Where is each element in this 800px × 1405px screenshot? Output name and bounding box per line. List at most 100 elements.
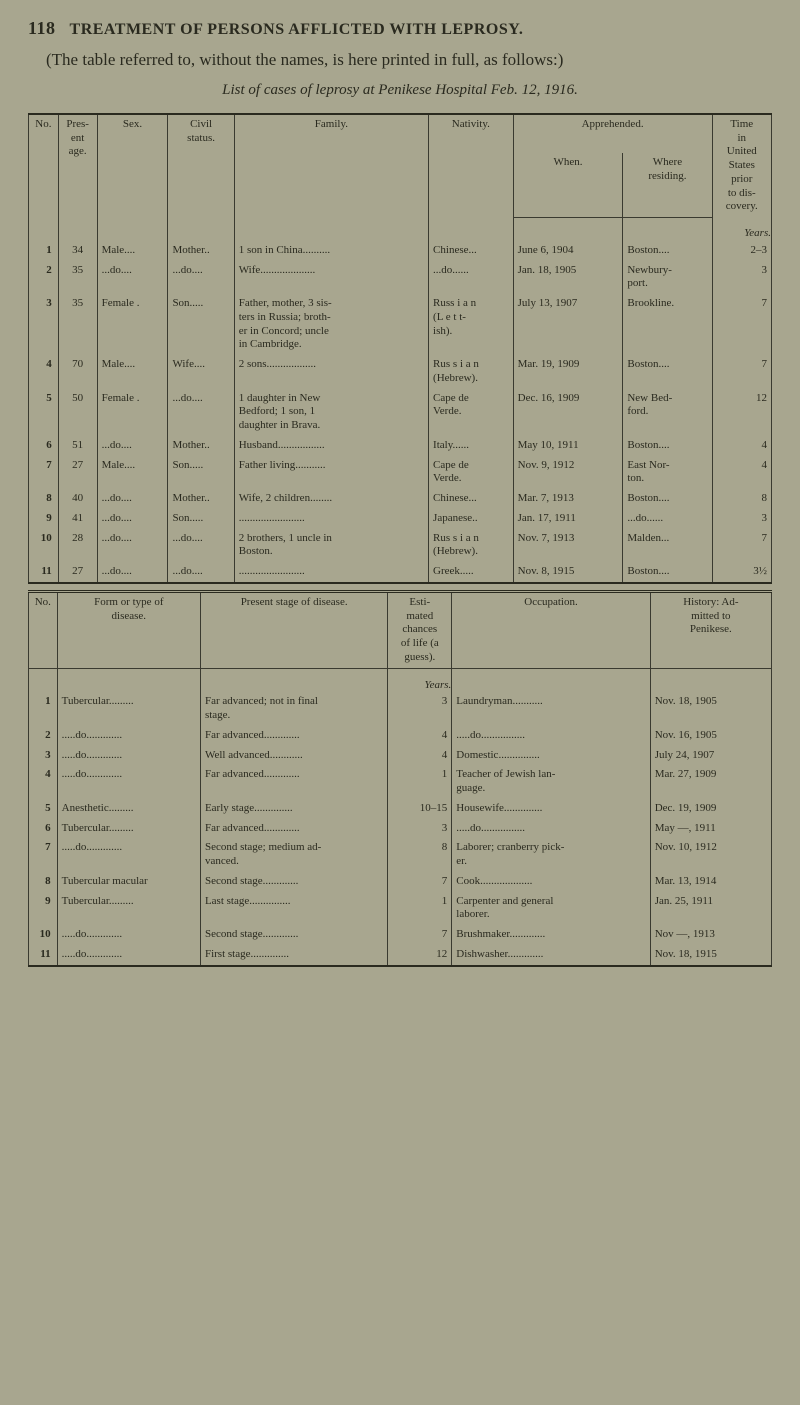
cell-civil: ...do....: [168, 261, 234, 295]
cell-age: 35: [58, 294, 97, 355]
cell-where: Boston....: [623, 355, 712, 389]
cell-time: 3½: [712, 562, 771, 583]
table-row: 335Female .Son.....Father, mother, 3 sis…: [29, 294, 772, 355]
cell-when: Nov. 9, 1912: [513, 456, 623, 490]
cell-sex: ...do....: [97, 489, 168, 509]
cell-civil: Son.....: [168, 294, 234, 355]
table-row: 235...do.......do....Wife...............…: [29, 261, 772, 295]
table-row: 550Female ....do....1 daughter in New Be…: [29, 389, 772, 436]
cell-family: Wife....................: [234, 261, 428, 295]
cell-no: 5: [29, 389, 59, 436]
cell-age: 40: [58, 489, 97, 509]
page: 118 TREATMENT OF PERSONS AFFLICTED WITH …: [0, 0, 800, 1405]
cell-no: 8: [29, 489, 59, 509]
cell-where: Boston....: [623, 489, 712, 509]
cell-when: Mar. 7, 1913: [513, 489, 623, 509]
cell-sex: Female .: [97, 294, 168, 355]
cell-family: 1 daughter in New Bedford; 1 son, 1 daug…: [234, 389, 428, 436]
cell-occ: Laundryman...........: [452, 692, 650, 726]
cell-hist: Nov. 18, 1915: [650, 945, 771, 966]
table-row: 2.....do.............Far advanced.......…: [29, 726, 772, 746]
cell-stage: First stage..............: [200, 945, 387, 966]
cell-stage: Far advanced.............: [200, 765, 387, 799]
cell-no: 7: [29, 456, 59, 490]
cell-time: 4: [712, 456, 771, 490]
hdr2-form: Form or type of disease.: [57, 591, 200, 668]
cell-where: Newbury- port.: [623, 261, 712, 295]
cell-when: Nov. 7, 1913: [513, 529, 623, 563]
cell-civil: Mother..: [168, 241, 234, 261]
cell-age: 70: [58, 355, 97, 389]
cell-family: Wife, 2 children........: [234, 489, 428, 509]
cell-form: Tubercular.........: [57, 892, 200, 926]
cell-stage: Second stage; medium ad- vanced.: [200, 838, 387, 872]
table-cases: No. Pres- ent age. Sex. Civil status. Fa…: [28, 113, 772, 584]
cell-est: 7: [388, 872, 452, 892]
cell-no: 3: [29, 294, 59, 355]
cell-form: .....do.............: [57, 838, 200, 872]
cell-no: 6: [29, 436, 59, 456]
cell-hist: Nov —, 1913: [650, 925, 771, 945]
cell-no: 1: [29, 692, 58, 726]
cell-time: 8: [712, 489, 771, 509]
cell-family: ........................: [234, 562, 428, 583]
cell-occ: Brushmaker.............: [452, 925, 650, 945]
cell-est: 10–15: [388, 799, 452, 819]
table-row: 8Tubercular macularSecond stage.........…: [29, 872, 772, 892]
table-row: 4.....do.............Far advanced.......…: [29, 765, 772, 799]
cell-nativity: Rus s i a n (Hebrew).: [429, 529, 514, 563]
cell-occ: .....do................: [452, 726, 650, 746]
cell-est: 1: [388, 892, 452, 926]
table-row: 7.....do.............Second stage; mediu…: [29, 838, 772, 872]
hdr2-est: Esti- mated chances of life (a guess).: [388, 591, 452, 668]
cell-form: .....do.............: [57, 746, 200, 766]
cell-nativity: Chinese...: [429, 489, 514, 509]
cell-stage: Second stage.............: [200, 925, 387, 945]
cell-occ: Dishwasher.............: [452, 945, 650, 966]
hdr-when: When.: [513, 153, 623, 217]
cell-when: Mar. 19, 1909: [513, 355, 623, 389]
cell-occ: Housewife..............: [452, 799, 650, 819]
cell-est: 8: [388, 838, 452, 872]
cell-family: Husband.................: [234, 436, 428, 456]
table-row: 10.....do.............Second stage......…: [29, 925, 772, 945]
cell-sex: Male....: [97, 355, 168, 389]
hdr-sex: Sex.: [97, 114, 168, 217]
cell-nativity: Chinese...: [429, 241, 514, 261]
cell-stage: Far advanced.............: [200, 819, 387, 839]
cell-occ: Carpenter and general laborer.: [452, 892, 650, 926]
cell-when: Nov. 8, 1915: [513, 562, 623, 583]
cell-no: 2: [29, 726, 58, 746]
cell-civil: ...do....: [168, 529, 234, 563]
cell-hist: Nov. 18, 1905: [650, 692, 771, 726]
hdr-apprehended: Apprehended.: [513, 114, 712, 153]
cell-time: 7: [712, 355, 771, 389]
cell-form: Anesthetic.........: [57, 799, 200, 819]
table-row: 470Male....Wife....2 sons...............…: [29, 355, 772, 389]
cell-form: .....do.............: [57, 765, 200, 799]
cell-sex: ...do....: [97, 261, 168, 295]
cell-nativity: Greek.....: [429, 562, 514, 583]
cell-sex: Female .: [97, 389, 168, 436]
cell-where: ...do......: [623, 509, 712, 529]
cell-civil: ...do....: [168, 389, 234, 436]
cell-civil: Son.....: [168, 509, 234, 529]
cell-stage: Early stage..............: [200, 799, 387, 819]
cell-where: Malden...: [623, 529, 712, 563]
cell-no: 4: [29, 765, 58, 799]
cell-sex: ...do....: [97, 562, 168, 583]
cell-time: 12: [712, 389, 771, 436]
hdr-family: Family.: [234, 114, 428, 217]
hdr2-no: No.: [29, 591, 58, 668]
cell-no: 9: [29, 892, 58, 926]
cell-est: 3: [388, 692, 452, 726]
years-label-1: Years.: [712, 217, 771, 241]
running-head: 118 TREATMENT OF PERSONS AFFLICTED WITH …: [28, 18, 772, 39]
cell-nativity: Rus s i a n (Hebrew).: [429, 355, 514, 389]
table-row: 727Male....Son.....Father living........…: [29, 456, 772, 490]
cell-time: 3: [712, 509, 771, 529]
hdr2-occ: Occupation.: [452, 591, 650, 668]
cell-family: ........................: [234, 509, 428, 529]
cell-civil: ...do....: [168, 562, 234, 583]
cell-time: 2–3: [712, 241, 771, 261]
